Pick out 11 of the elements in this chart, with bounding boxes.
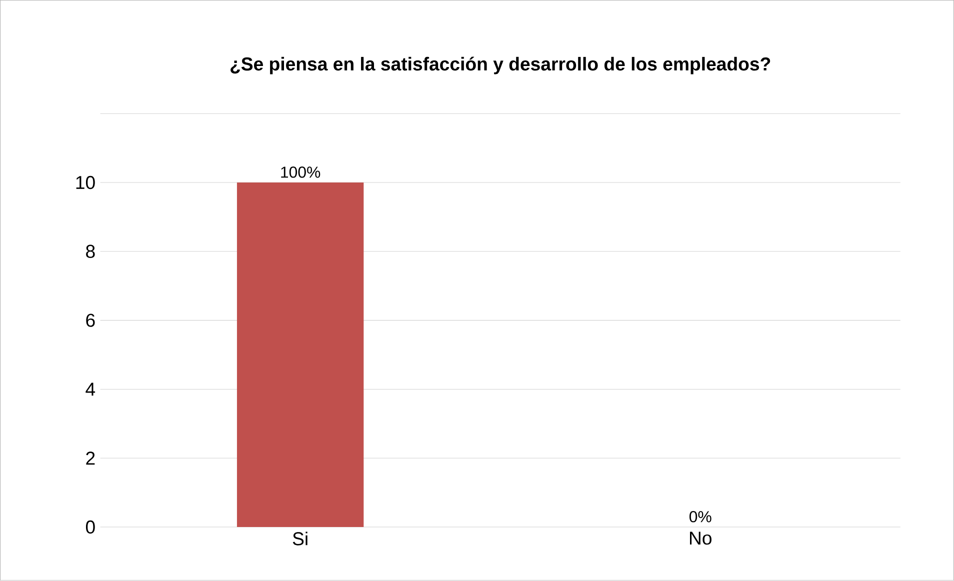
y-tick-label: 8: [86, 244, 95, 258]
x-tick-label: Si: [292, 532, 308, 546]
y-tick-label: 4: [86, 383, 96, 396]
chart-title: ¿Se piensa en la satisfacción y desarrollo de los empleados?: [230, 56, 770, 74]
y-tick-label: 2: [86, 452, 95, 465]
y-tick-label: 10: [76, 176, 95, 190]
y-tick-label: 6: [86, 314, 95, 328]
y-tick-label: 0: [86, 520, 95, 534]
annotation: 0%: [689, 511, 712, 522]
annotation: 100%: [281, 166, 320, 178]
x-tick-label: No: [690, 532, 712, 545]
